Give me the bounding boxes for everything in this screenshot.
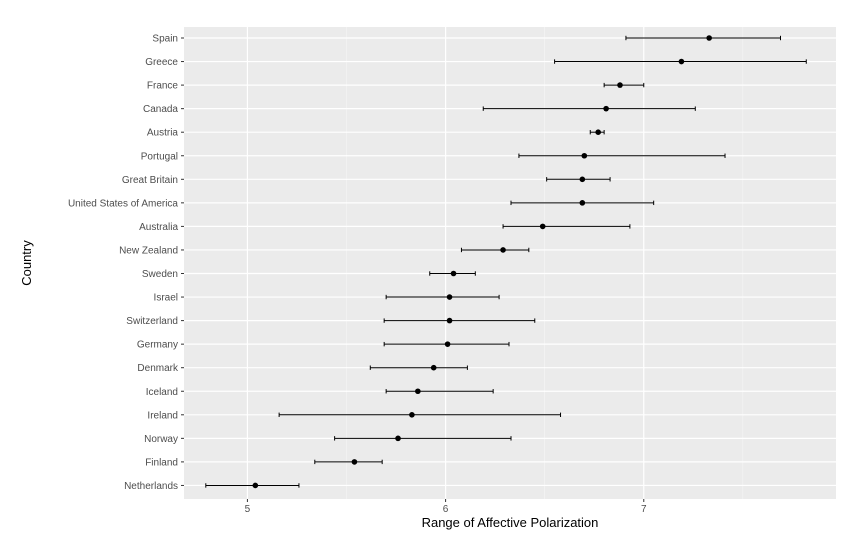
data-point [603, 105, 609, 112]
x-tick-label: 7 [641, 504, 647, 515]
minor-gridlines [346, 27, 744, 499]
data-point [430, 364, 437, 371]
data-point [579, 176, 586, 183]
y-tick-label: Sweden [142, 269, 178, 280]
y-tick-label: Portugal [141, 151, 178, 162]
y-tick-label: Australia [139, 222, 178, 233]
x-axis-title: Range of Affective Polarization [422, 515, 599, 530]
data-point [617, 82, 623, 88]
y-tick-label: Spain [152, 34, 178, 45]
y-tick-label: Denmark [137, 363, 179, 374]
data-point [706, 35, 712, 41]
y-tick-label: Great Britain [122, 175, 178, 186]
data-point [252, 482, 259, 489]
data-point [581, 152, 588, 159]
data-point [500, 247, 506, 253]
x-axis: 5 6 7 [245, 499, 647, 515]
y-tick-label: Canada [143, 104, 178, 115]
data-marks [205, 35, 807, 489]
data-point [450, 270, 457, 277]
data-point [395, 435, 401, 442]
y-tick-label: Norway [144, 434, 178, 445]
y-tick-label: Switzerland [126, 316, 178, 327]
y-tick-label: France [147, 81, 179, 92]
data-point [446, 317, 453, 324]
y-tick-label: New Zealand [119, 245, 178, 256]
y-tick-label: Finland [145, 457, 178, 468]
data-point [579, 200, 586, 206]
y-tick-label: Ireland [147, 410, 178, 421]
y-axis-title: Country [19, 240, 34, 286]
y-axis: Spain Greece France Canada Austria Portugal Gr… [68, 34, 184, 492]
data-point [446, 294, 453, 300]
y-tick-label: Germany [137, 340, 178, 351]
y-tick-label: United States of America [68, 198, 178, 209]
x-tick-label: 6 [443, 504, 449, 515]
data-point [595, 129, 601, 135]
y-tick-label: Austria [147, 128, 179, 139]
y-tick-label: Netherlands [124, 481, 178, 492]
y-tick-label: Greece [145, 57, 178, 68]
x-tick-label: 5 [245, 504, 251, 515]
data-point [444, 341, 451, 347]
data-point [678, 58, 685, 65]
data-point [351, 459, 358, 465]
plot-panel [184, 27, 836, 499]
y-tick-label: Israel [154, 293, 178, 304]
data-point [409, 412, 415, 418]
data-point [415, 388, 421, 395]
y-tick-label: Iceland [146, 387, 178, 398]
data-point [539, 223, 546, 230]
